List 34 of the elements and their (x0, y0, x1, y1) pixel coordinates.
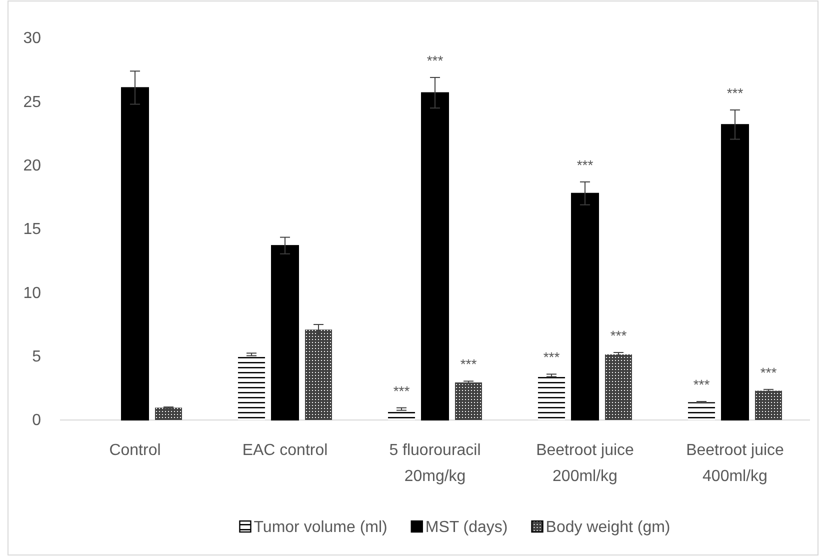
x-tick-label: 5 fluorouracil 20mg/kg (389, 442, 481, 485)
data-label: *** (393, 382, 410, 399)
y-tick-label: 15 (23, 221, 42, 238)
data-label: *** (726, 84, 744, 101)
data-label: *** (760, 364, 778, 380)
y-tick-label: 20 (23, 157, 42, 174)
bar (605, 354, 632, 420)
data-label: *** (460, 356, 478, 372)
data-label: *** (610, 328, 628, 344)
y-tick-label: 30 (23, 30, 42, 48)
bar (155, 408, 182, 420)
bar (755, 390, 782, 420)
y-tick-label: 10 (23, 284, 42, 302)
data-label: *** (543, 349, 560, 366)
x-tick-label: Beetroot juice 200ml/kg (536, 442, 634, 485)
bar (305, 330, 332, 420)
bar (421, 92, 449, 420)
bar (571, 192, 599, 420)
x-tick-label: Beetroot juice 400ml/kg (686, 442, 784, 485)
data-label: *** (693, 376, 710, 393)
legend-label: MST (days) (425, 519, 508, 536)
x-tick-label: Control (109, 442, 161, 459)
legend-label: Body weight (gm) (546, 519, 670, 536)
legend-label: Tumor volume (ml) (254, 519, 388, 536)
data-label: *** (426, 52, 444, 68)
bar (721, 124, 749, 420)
y-tick-label: 0 (32, 412, 42, 430)
data-label: *** (576, 156, 594, 173)
y-tick-label: 25 (23, 94, 42, 111)
bar (455, 382, 482, 420)
x-tick-label: EAC control (242, 442, 328, 459)
bar (121, 87, 149, 420)
bar (271, 245, 299, 420)
y-tick-label: 5 (32, 348, 42, 366)
